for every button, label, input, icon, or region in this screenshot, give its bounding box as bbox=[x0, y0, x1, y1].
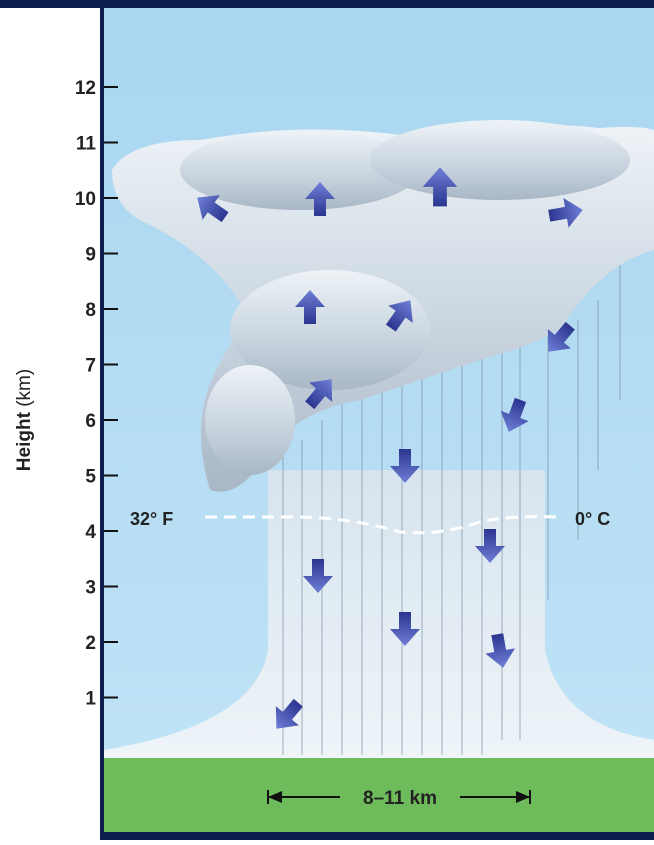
top-border bbox=[0, 0, 654, 8]
tick-label: 3 bbox=[85, 578, 96, 599]
diagram: 32° F 0° C 8–11 km Height (km) 123456789… bbox=[0, 0, 654, 840]
width-label: 8–11 km bbox=[363, 788, 437, 809]
bottom-border bbox=[104, 832, 654, 840]
tick-label: 10 bbox=[75, 189, 96, 210]
left-border bbox=[100, 0, 104, 840]
tick-label: 9 bbox=[85, 245, 96, 266]
freezing-label-c: 0° C bbox=[575, 509, 610, 529]
tick-label: 8 bbox=[85, 300, 96, 321]
tick-label: 6 bbox=[85, 411, 96, 432]
tick-label: 2 bbox=[85, 633, 96, 654]
tick-label: 12 bbox=[75, 78, 96, 99]
axis-unit: (km) bbox=[14, 369, 35, 407]
freezing-label-f: 32° F bbox=[130, 509, 173, 529]
axis-title: Height (km) bbox=[14, 369, 35, 471]
tick-label: 11 bbox=[76, 134, 97, 155]
tick-label: 7 bbox=[85, 356, 96, 377]
tick-label: 5 bbox=[85, 467, 96, 488]
tick-label: 1 bbox=[85, 689, 96, 710]
axis-title-main: Height bbox=[14, 411, 35, 471]
tick-label: 4 bbox=[85, 522, 96, 543]
